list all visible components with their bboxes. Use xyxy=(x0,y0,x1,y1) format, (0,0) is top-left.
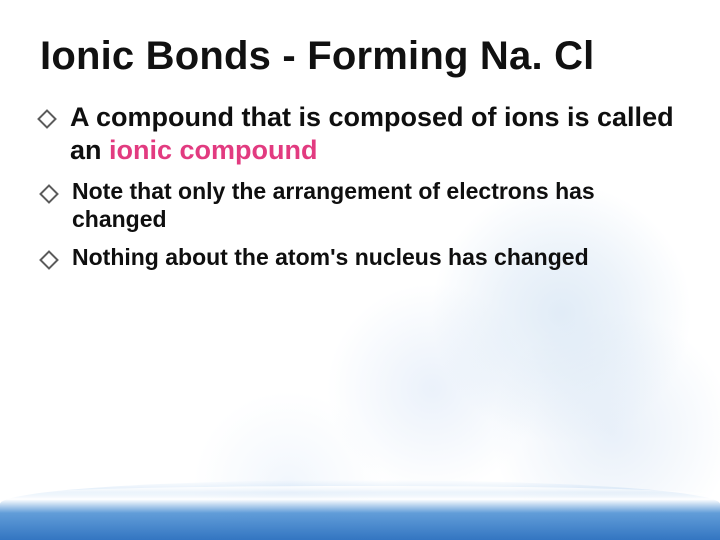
bullet-list: A compound that is composed of ions is c… xyxy=(40,101,680,271)
diamond-bullet-icon xyxy=(39,250,59,270)
diamond-bullet-icon xyxy=(39,184,59,204)
slide-title: Ionic Bonds - Forming Na. Cl xyxy=(40,34,680,79)
bullet-text: Nothing about the atom's nucleus has cha… xyxy=(72,244,589,270)
bullet-item: Nothing about the atom's nucleus has cha… xyxy=(42,243,680,271)
slide: Ionic Bonds - Forming Na. Cl A compound … xyxy=(0,0,720,540)
bullet-item: Note that only the arrangement of electr… xyxy=(42,177,680,233)
bullet-accent-text: ionic compound xyxy=(109,135,318,165)
diamond-bullet-icon xyxy=(37,109,57,129)
bullet-item: A compound that is composed of ions is c… xyxy=(40,101,680,167)
bullet-text: Note that only the arrangement of electr… xyxy=(72,178,595,232)
